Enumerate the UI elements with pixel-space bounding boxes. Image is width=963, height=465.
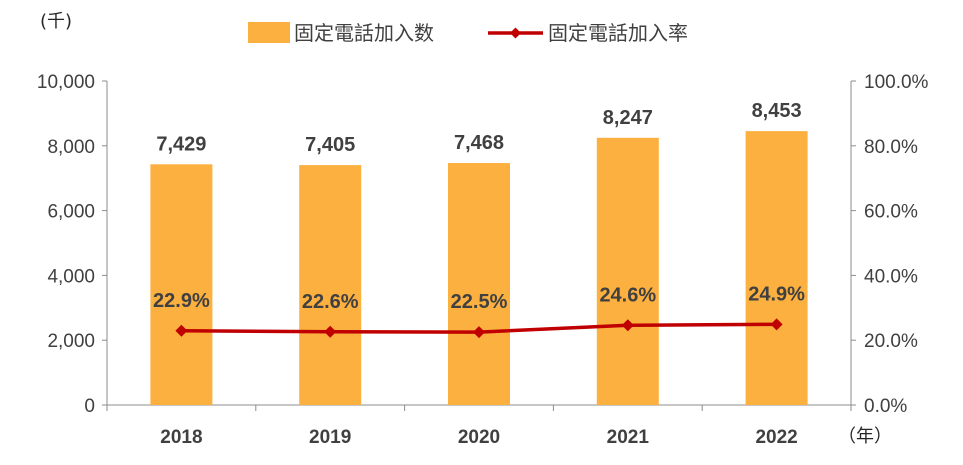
bar-value-label: 8,247 — [603, 107, 653, 129]
legend-label-bars: 固定電話加入数 — [294, 21, 434, 45]
line-point — [770, 318, 783, 331]
bar-value-label: 7,468 — [454, 132, 504, 154]
y-left-tick-label: 6,000 — [47, 202, 95, 223]
y-left-tick-label: 10,000 — [37, 72, 95, 93]
y-right-tick-label: 60.0% — [864, 202, 918, 223]
x-tick-label: 2019 — [309, 427, 351, 448]
line-point — [175, 324, 188, 337]
y-left-unit-label: (千) — [40, 11, 72, 32]
line-point — [473, 326, 485, 339]
y-right-tick-label: 20.0% — [864, 331, 918, 352]
y-left-tick-label: 4,000 — [47, 266, 95, 287]
legend-swatch-bars — [248, 22, 290, 43]
bar-value-label: 7,405 — [305, 134, 355, 156]
line-value-label: 22.6% — [302, 291, 359, 313]
bar-value-label: 7,429 — [156, 133, 206, 155]
line-point — [621, 319, 634, 332]
y-left-tick-label: 8,000 — [47, 137, 95, 158]
line-value-label: 22.5% — [451, 291, 508, 313]
y-left-tick-label: 0 — [84, 396, 95, 417]
line-value-label: 22.9% — [153, 290, 210, 312]
x-tick-label: 2020 — [458, 427, 500, 448]
x-tick-label: 2022 — [755, 427, 797, 448]
line-value-label: 24.6% — [599, 284, 656, 306]
line-series — [175, 318, 783, 339]
x-unit-label: （年） — [838, 426, 892, 447]
legend-swatch-marker — [510, 27, 521, 39]
legend-label-line: 固定電話加入率 — [548, 21, 688, 45]
bars — [150, 131, 808, 406]
bar — [299, 165, 362, 405]
y-right-tick-label: 0.0% — [864, 396, 907, 417]
bar — [745, 131, 808, 405]
x-tick-label: 2021 — [607, 427, 650, 448]
x-tick-label: 2018 — [160, 427, 202, 448]
data-labels: 7,429 7,405 7,468 8,247 8,453 22.9% 22.6% 22.5%… — [153, 100, 805, 313]
line-point — [324, 325, 337, 338]
y-right-tick-label: 80.0% — [864, 137, 918, 158]
y-right-tick-label: 40.0% — [864, 266, 918, 287]
y-right-tick-label: 100.0% — [864, 72, 929, 93]
axes: 0 2,000 4,000 6,000 8,000 10,000 0.0% 20.0% 40.0… — [37, 72, 929, 448]
bar — [150, 164, 213, 405]
legend: 固定電話加入数 固定電話加入率 — [248, 21, 688, 45]
line-value-label: 24.9% — [748, 283, 805, 305]
y-left-tick-label: 2,000 — [47, 331, 95, 352]
bar — [596, 137, 659, 406]
bar — [448, 163, 510, 405]
bar-value-label: 8,453 — [752, 100, 802, 122]
